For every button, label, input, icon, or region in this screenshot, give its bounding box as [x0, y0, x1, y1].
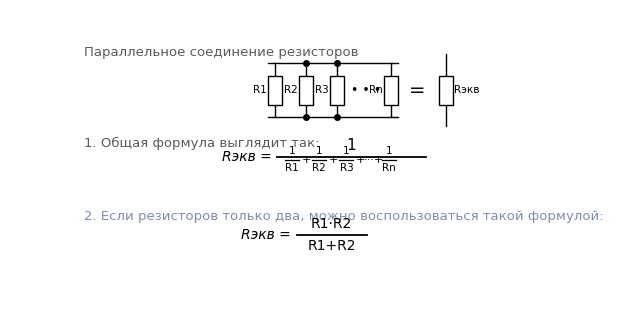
Text: Rn: Rn [369, 85, 383, 95]
Text: Rn: Rn [382, 162, 396, 173]
Text: Rэкв =: Rэкв = [241, 228, 291, 242]
Text: R3: R3 [315, 85, 329, 95]
Text: R2: R2 [312, 162, 326, 173]
Text: =: = [409, 81, 425, 100]
Text: R1·R2: R1·R2 [311, 217, 352, 231]
Text: 1: 1 [289, 146, 296, 156]
Text: R3: R3 [340, 162, 353, 173]
Text: +: + [356, 154, 365, 164]
Bar [299, 76, 313, 105]
Text: ···+: ···+ [363, 154, 384, 164]
Text: +: + [329, 154, 338, 164]
Text: Rэкв =: Rэкв = [221, 150, 272, 164]
Text: 1: 1 [316, 146, 322, 156]
Text: 1: 1 [347, 138, 356, 153]
Bar [268, 76, 282, 105]
Bar [439, 76, 453, 105]
Text: R1+R2: R1+R2 [308, 239, 356, 253]
Text: R1: R1 [285, 162, 299, 173]
Text: • • •: • • • [351, 84, 381, 97]
Text: 1: 1 [343, 146, 350, 156]
Text: 1. Общая формула выглядит так:: 1. Общая формула выглядит так: [84, 136, 319, 149]
Text: R1: R1 [253, 85, 267, 95]
Text: Параллельное соединение резисторов: Параллельное соединение резисторов [84, 46, 358, 59]
Text: +: + [301, 154, 311, 164]
Bar [384, 76, 399, 105]
Text: 1: 1 [386, 146, 392, 156]
Text: Rэкв: Rэкв [454, 85, 480, 95]
Bar [330, 76, 344, 105]
Text: R2: R2 [284, 85, 298, 95]
Text: 2. Если резисторов только два, можно воспользоваться такой формулой:: 2. Если резисторов только два, можно вос… [84, 210, 603, 222]
